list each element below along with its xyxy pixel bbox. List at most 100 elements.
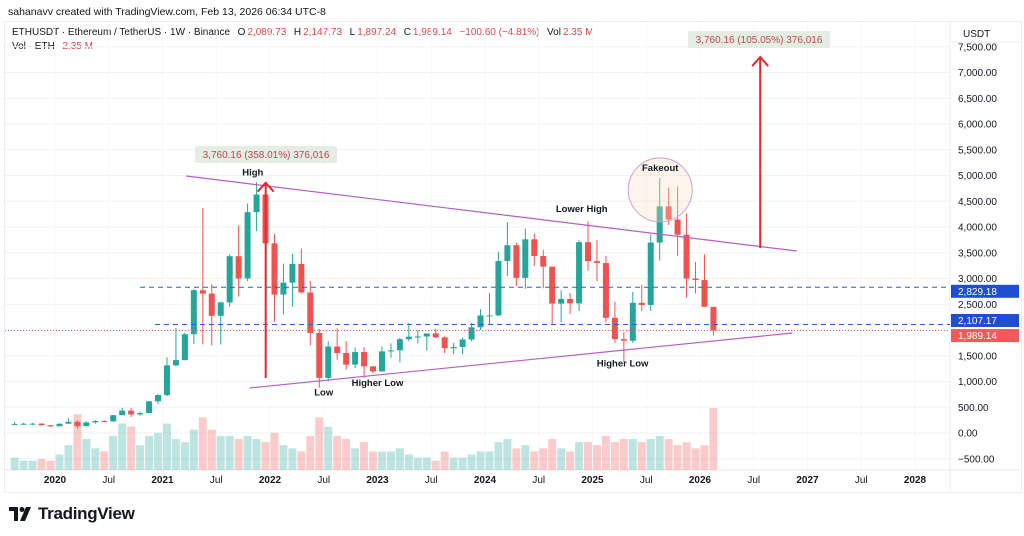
candle-body [137,413,144,415]
volume-bar [261,442,270,470]
candle-body [423,333,430,337]
candle-body [495,260,502,316]
brand-name: TradingView [38,504,135,523]
candle-body [378,351,385,372]
volume-bar [709,408,718,470]
volume-bar [10,457,19,470]
time-axis-tick: Jul [317,475,330,486]
price-axis-tick: 5,000.00 [958,171,997,182]
candle-body [119,410,126,416]
candle-body [540,256,547,267]
volume-bar [494,442,503,470]
volume-bar [673,445,682,470]
candle-body [441,337,448,349]
volume-bar [360,442,369,470]
candle-body [83,422,90,427]
candle-body [396,339,403,351]
volume-bar [145,435,154,470]
change-value: −100.60 (−4.81%) [459,27,540,38]
symbol-title[interactable]: ETHUSDT · Ethereum / TetherUS · 1W · Bin… [12,27,231,38]
annotation-label: Higher Low [597,359,649,370]
candle-body [513,245,520,278]
time-axis-tick: 2023 [366,475,389,486]
candle-body [271,243,278,295]
volume-bar [700,445,709,470]
price-axis-tick: 3,500.00 [958,248,997,259]
volume-bar [198,417,207,470]
candle-body [602,263,609,318]
measure-arrow-head-icon [256,181,275,193]
time-axis-tick: 2020 [44,475,67,486]
volume-bar [637,442,646,470]
price-axis-tick: 4,000.00 [958,223,997,234]
candle-body [450,346,457,349]
fakeout-circle [627,157,693,223]
price-line-badge [951,313,1019,327]
price-axis-tick: 7,000.00 [958,68,997,79]
volume-bar [610,442,619,470]
candle-body [486,315,493,317]
volume-bar [378,451,386,470]
candle-body [244,212,251,279]
volume-bar [664,439,673,470]
low-label: L [349,27,356,38]
volume-bar [530,451,539,470]
trendline-upper [186,175,797,252]
time-axis-tick: 2027 [796,475,819,486]
time-axis-tick: Jul [747,475,760,486]
annotation-label: Low [314,387,334,398]
open-value: 2,089.73 [247,27,287,38]
volume-bar [315,417,324,470]
candle-body [370,366,377,372]
tradingview-logo-icon [9,507,31,521]
volume-bar [19,460,28,470]
candle-body [199,290,206,294]
candle-body [387,350,394,352]
volume-bar [288,448,297,470]
volume-bar [395,448,404,470]
volume-bar [127,426,136,470]
volume-bar [440,451,449,470]
price-axis-tick: 4,500.00 [958,197,997,208]
candle-body [163,365,170,396]
volume-bar [422,457,431,470]
price-axis-tick: 7,500.00 [958,42,997,53]
volume-bar [64,445,73,470]
volume-bar [503,439,512,470]
time-axis-tick: Jul [855,475,868,486]
volume-bar [118,423,127,470]
candle-body [638,302,645,305]
candle-body [20,423,27,425]
volume-bar [109,435,118,470]
volume-bar [655,435,664,470]
volume-bar [279,445,288,470]
volume-bar [467,454,476,470]
close-label: C [403,27,411,38]
volume-bar [539,448,548,470]
price-axis-tick: 500.00 [958,403,989,414]
annotation-label: Fakeout [642,163,679,174]
price-axis-tick: 6,000.00 [958,120,997,131]
open-label: O [237,27,246,38]
volume-bar [342,439,351,470]
volume-bar [369,451,377,470]
volume-bar [575,442,584,470]
candle-body [334,346,341,354]
volume-bar [413,457,422,470]
price-axis-tick: 3,000.00 [958,274,997,285]
candle-body [576,242,583,304]
time-axis-tick: Jul [532,475,545,486]
volume-bar [431,460,440,470]
volume-bar [404,454,413,470]
volume-bar [512,448,521,470]
candle-body [683,234,690,279]
price-axis-tick: −500.00 [958,454,995,465]
volume-bar [521,445,530,470]
volume-bar [37,458,46,470]
candle-body [316,332,323,378]
candle-body [65,421,72,424]
volume-bar [386,451,395,470]
tradingview-logo[interactable]: TradingView [9,504,135,524]
candle-body [468,327,475,340]
